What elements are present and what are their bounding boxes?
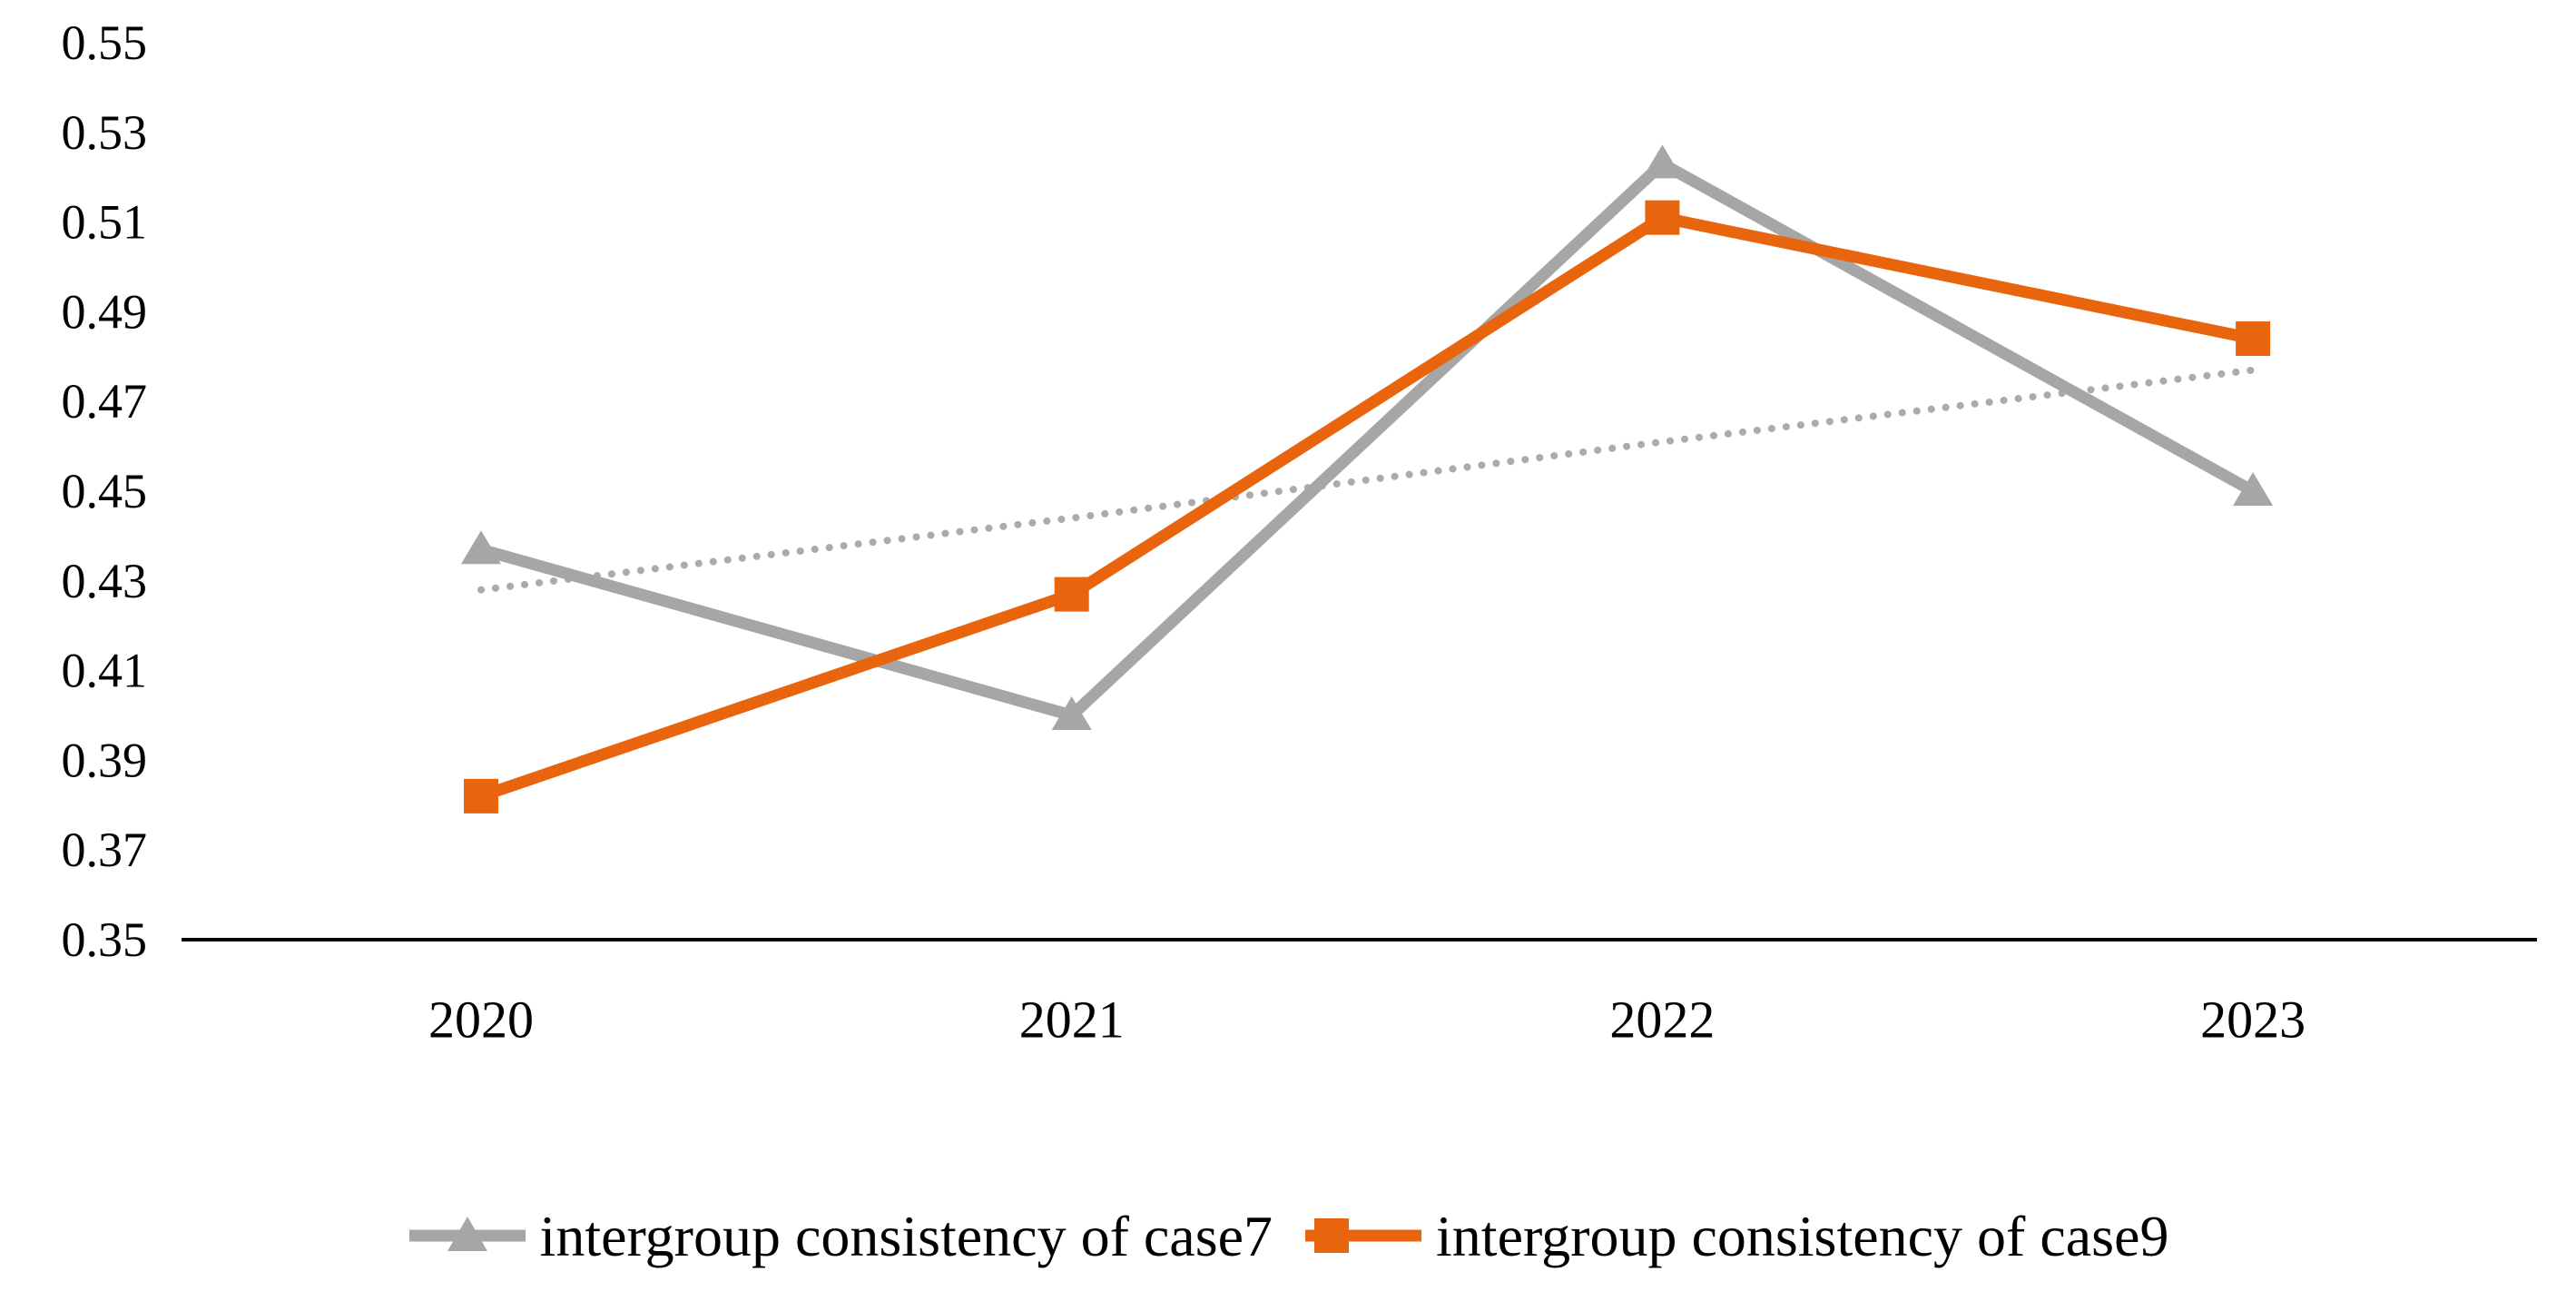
legend-label-case7: intergroup consistency of case7: [539, 1204, 1273, 1268]
x-axis-year-label: 2020: [428, 991, 534, 1050]
square-marker: [1054, 577, 1089, 612]
triangle-marker: [2233, 472, 2274, 506]
x-axis-year-label: 2022: [1609, 991, 1715, 1050]
y-axis-tick-label: 0.41: [62, 644, 148, 698]
legend-item-case9: intergroup consistency of case9: [1303, 1208, 2168, 1266]
legend-item-case7: intergroup consistency of case7: [408, 1208, 1273, 1266]
square-marker: [1645, 200, 1680, 235]
y-axis-tick-label: 0.51: [62, 195, 148, 250]
x-axis-year-label: 2021: [1019, 991, 1125, 1050]
legend-label-case9: intergroup consistency of case9: [1436, 1204, 2169, 1268]
y-axis-tick-label: 0.53: [62, 105, 148, 160]
series-line-square: [478, 212, 2255, 803]
y-axis-tick-label: 0.35: [62, 912, 148, 967]
chart-legend: intergroup consistency of case7 intergro…: [0, 1208, 2576, 1266]
trendline-dotted: [477, 366, 2257, 594]
series-line-triangle: [479, 157, 2256, 722]
line-chart-canvas: 0.55 0.53 0.51 0.49 0.47 0.45 0.43 0.41 0.39 0.37…: [62, 15, 2537, 1050]
triangle-marker: [1642, 144, 1683, 179]
y-axis-tick-label: 0.37: [62, 823, 148, 877]
y-axis-tick-label: 0.55: [62, 15, 148, 70]
square-marker: [2236, 321, 2271, 357]
triangle-marker: [1051, 696, 1092, 730]
y-axis-tick-label: 0.39: [62, 733, 148, 787]
case7-line-triangle-icon: [408, 1217, 526, 1251]
triangle-marker: [461, 530, 501, 565]
square-marker: [464, 778, 498, 813]
y-axis-tick-label: 0.47: [62, 374, 148, 429]
x-axis-year-label: 2023: [2200, 991, 2306, 1050]
case9-line-square-icon: [1305, 1218, 1421, 1253]
y-axis-tick-label: 0.43: [62, 554, 148, 608]
y-axis-tick-label: 0.49: [62, 284, 148, 339]
y-axis-tick-label: 0.45: [62, 464, 148, 518]
